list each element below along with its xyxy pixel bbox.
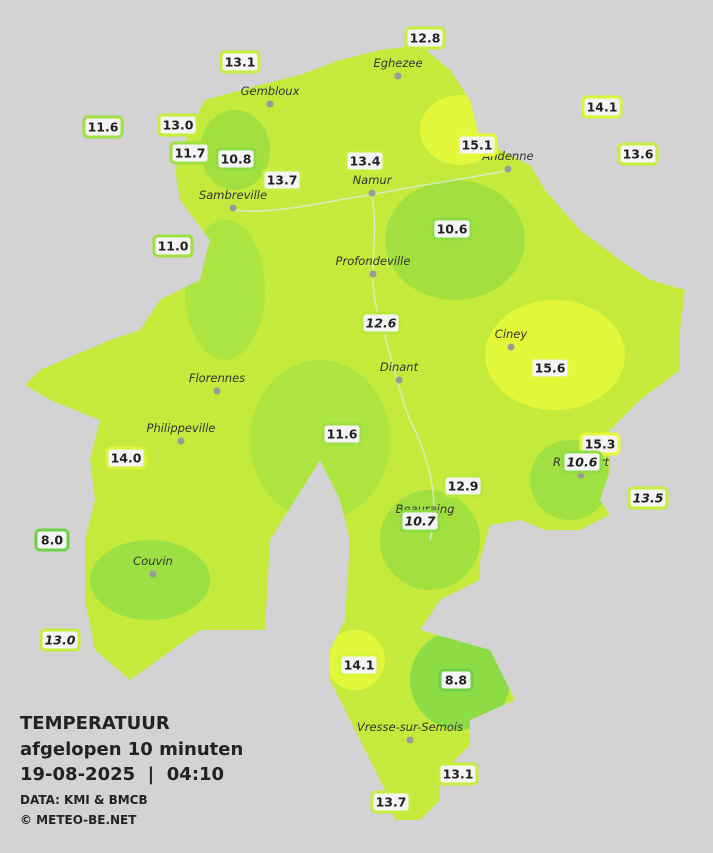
station-value: 8.0 — [41, 533, 63, 548]
station-value: 15.3 — [585, 437, 616, 452]
station-value: 10.8 — [221, 152, 252, 167]
station-box — [169, 141, 211, 165]
station-box — [39, 628, 81, 652]
city-dot — [406, 736, 414, 744]
station-box — [321, 422, 363, 446]
station-box — [219, 50, 261, 74]
station-box — [581, 95, 623, 119]
station-box — [344, 149, 386, 173]
city-label: Eghezee — [373, 56, 422, 70]
city-label: Namur — [353, 173, 393, 187]
station-box — [438, 668, 474, 692]
city-label: Vresse-sur-Semois — [357, 720, 463, 734]
station-value: 13.0 — [45, 633, 76, 648]
station-value: 15.1 — [462, 138, 493, 153]
datetime: 19-08-2025 | 04:10 — [20, 764, 224, 785]
station-box — [529, 356, 571, 380]
station-value: 13.6 — [623, 147, 654, 162]
station-value: 10.6 — [437, 222, 468, 237]
station-box — [261, 168, 303, 192]
station-value: 13.7 — [267, 173, 298, 188]
station-box — [431, 217, 473, 241]
warm-area — [485, 300, 625, 410]
station-box — [370, 790, 412, 814]
station-box — [442, 474, 484, 498]
cool-area — [90, 540, 210, 620]
city-dot — [229, 204, 237, 212]
station-value: 13.1 — [225, 55, 256, 70]
station-value: 14.1 — [587, 100, 618, 115]
city-dot — [369, 270, 377, 278]
city-dot — [507, 343, 515, 351]
station-box — [82, 115, 124, 139]
station-value: 13.0 — [163, 118, 194, 133]
station-value: 12.8 — [410, 31, 441, 46]
station-box — [152, 234, 194, 258]
city-label: Sambreville — [199, 188, 267, 202]
subtitle: afgelopen 10 minuten — [20, 739, 243, 760]
station-value: 10.7 — [405, 514, 436, 529]
station-value: 12.9 — [448, 479, 479, 494]
title: TEMPERATUUR — [20, 713, 170, 734]
city-dot — [266, 100, 274, 108]
station-box — [404, 26, 446, 50]
station-value: 13.7 — [376, 795, 407, 810]
station-value: 14.0 — [111, 451, 142, 466]
station-box — [105, 446, 147, 470]
credit: © METEO-BE.NET — [20, 813, 137, 827]
station-box — [157, 113, 199, 137]
station-value: 12.6 — [366, 316, 397, 331]
city-label: Dinant — [380, 360, 419, 374]
station-value: 13.5 — [633, 491, 664, 506]
station-box — [617, 142, 659, 166]
city-label: Florennes — [189, 371, 245, 385]
station-box — [437, 762, 479, 786]
city-dot — [213, 387, 221, 395]
city-dot — [504, 165, 512, 173]
city-dot — [149, 570, 157, 578]
station-value: 8.8 — [445, 673, 467, 688]
city-dot — [368, 189, 376, 197]
city-dot — [395, 376, 403, 384]
station-value: 11.0 — [158, 239, 189, 254]
city-label: Gembloux — [241, 84, 300, 98]
station-box — [456, 133, 498, 157]
station-value: 14.1 — [344, 658, 375, 673]
city-label: Philippeville — [147, 421, 216, 435]
city-dot — [394, 72, 402, 80]
station-box — [561, 450, 603, 474]
station-box — [34, 528, 70, 552]
city-label: Couvin — [133, 554, 173, 568]
station-value: 13.4 — [350, 154, 381, 169]
station-value: 15.6 — [535, 361, 566, 376]
station-value: 11.6 — [327, 427, 358, 442]
station-box — [338, 653, 380, 677]
cool-area — [250, 360, 390, 520]
station-value: 11.7 — [175, 146, 206, 161]
station-box — [360, 311, 402, 335]
city-label: Profondeville — [336, 254, 411, 268]
source: DATA: KMI & BMCB — [20, 793, 148, 807]
station-value: 10.6 — [567, 455, 598, 470]
station-box — [627, 486, 669, 510]
station-value: 13.1 — [443, 767, 474, 782]
city-label: Ciney — [495, 327, 528, 341]
station-value: 11.6 — [88, 120, 119, 135]
station-box — [215, 147, 257, 171]
station-box — [399, 509, 441, 533]
city-dot — [177, 437, 185, 445]
